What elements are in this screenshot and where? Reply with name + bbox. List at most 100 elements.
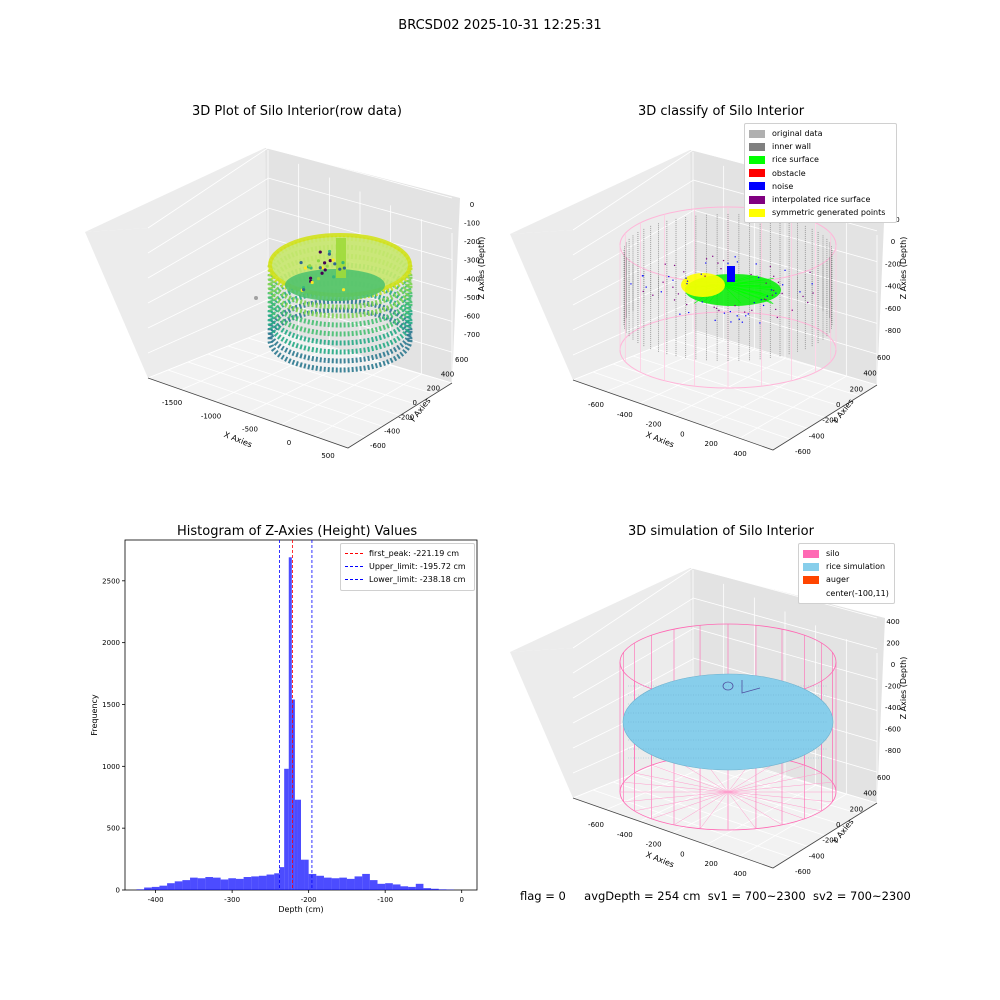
grid-line xyxy=(572,301,694,356)
left-pane xyxy=(510,648,573,798)
scatter-point xyxy=(303,266,308,270)
grid-line xyxy=(147,329,269,379)
y-tick-label: 200 xyxy=(427,385,440,393)
scatter-point xyxy=(332,275,336,279)
grid-line xyxy=(572,597,694,674)
scatter-point xyxy=(718,309,720,312)
z-tick-label: -400 xyxy=(464,275,480,283)
x-tick-label: -400 xyxy=(617,411,633,419)
histogram-bar xyxy=(274,873,280,890)
silo-floor-spoke xyxy=(699,791,729,829)
scatter-point xyxy=(672,279,674,281)
legend-item: rice surface xyxy=(749,153,891,166)
z-tick-label: -500 xyxy=(464,294,480,302)
scatter-point xyxy=(745,315,747,317)
histogram-bar xyxy=(279,867,285,890)
legend-swatch xyxy=(803,549,819,558)
scatter-point xyxy=(668,275,670,278)
legend-item: interpolated rice surface xyxy=(749,193,891,206)
rice-surface-ray xyxy=(722,284,775,289)
scatter-point xyxy=(705,258,708,260)
scatter-point xyxy=(327,249,332,254)
scatter-point xyxy=(777,281,780,284)
figure-title: BRCSD02 2025-10-31 12:25:31 xyxy=(398,18,602,33)
scatter-point xyxy=(341,261,345,265)
scatter-point xyxy=(717,262,719,264)
scatter-point xyxy=(750,273,752,276)
grid-line xyxy=(147,299,269,354)
x-axis-label: X Axies xyxy=(645,430,676,449)
histogram-legend: first_peak: -221.19 cm Upper_limit: -195… xyxy=(340,543,475,591)
scatter-point xyxy=(341,288,346,292)
z-tick-label: 0 xyxy=(470,201,474,209)
scatter-point xyxy=(751,309,753,311)
y-tick-label: -600 xyxy=(370,442,386,450)
z-tick-label: -600 xyxy=(464,312,480,320)
avg-depth-text: avgDepth = 254 cm xyxy=(584,889,701,903)
grid-line xyxy=(147,208,269,279)
legend-swatch xyxy=(803,562,819,571)
x-tick-label: -500 xyxy=(242,426,258,434)
scatter-point xyxy=(713,306,715,308)
z-tick-label: -200 xyxy=(464,238,480,246)
scatter-point xyxy=(765,282,767,284)
histogram-bar xyxy=(190,877,198,890)
scatter-point xyxy=(738,318,740,321)
histogram-bar xyxy=(291,699,295,890)
scatter-point xyxy=(673,264,676,267)
scatter-point xyxy=(328,259,332,263)
x-tick-label: 0 xyxy=(680,430,684,438)
x-tick-label: 0 xyxy=(459,896,463,904)
axis-line xyxy=(572,797,878,869)
histogram-bar xyxy=(235,878,244,890)
histogram-bar xyxy=(243,877,252,890)
scatter-point xyxy=(741,321,744,323)
legend-swatch xyxy=(749,155,765,164)
rice-surface-ray xyxy=(722,275,758,286)
silo-floor-spoke xyxy=(651,764,729,793)
legend-item: auger xyxy=(803,573,889,586)
scatter-point xyxy=(730,321,732,323)
z-tick-label: -800 xyxy=(885,747,901,755)
scatter-point xyxy=(771,294,774,296)
legend-line xyxy=(345,553,363,555)
legend-swatch xyxy=(803,575,819,584)
grid-line xyxy=(267,327,453,384)
scatter-point xyxy=(333,262,337,266)
grid-line xyxy=(147,147,269,229)
histogram-bar xyxy=(423,888,432,890)
scatter-point xyxy=(720,268,722,270)
legend-swatch xyxy=(749,129,765,138)
scatter-point xyxy=(775,292,777,294)
scatter-point xyxy=(781,284,784,286)
histogram-bar xyxy=(316,875,324,890)
scatter-point xyxy=(802,295,804,298)
scatter-point xyxy=(630,283,632,285)
scatter-point xyxy=(769,265,772,268)
histogram-bar xyxy=(431,888,439,890)
y-tick-label: 200 xyxy=(850,805,863,813)
back-pane xyxy=(510,150,693,380)
legend-item: silo xyxy=(803,547,889,560)
legend-label: rice simulation xyxy=(826,562,886,572)
grid-line xyxy=(692,567,878,619)
grid-line xyxy=(267,147,453,199)
scatter-point xyxy=(775,308,777,311)
scatter-point xyxy=(781,292,783,295)
scatter-point xyxy=(688,311,690,314)
x-axis-label: X Axies xyxy=(645,850,676,869)
scatter-point xyxy=(672,286,674,288)
x-tick-label: 400 xyxy=(733,870,746,878)
z-tick-label: -200 xyxy=(885,683,901,691)
scatter-point xyxy=(712,255,714,258)
silo-floor-spoke xyxy=(673,791,729,826)
legend-label: center(-100,11) xyxy=(826,588,889,598)
wall-point-ring xyxy=(267,307,413,373)
scatter-point xyxy=(685,277,687,279)
scatter-point xyxy=(700,273,702,275)
scatter-point xyxy=(677,293,680,295)
x-tick-label: -200 xyxy=(646,421,662,429)
y-tick-label: 2500 xyxy=(102,577,120,585)
z-tick-label: -600 xyxy=(885,726,901,734)
y-tick-label: 400 xyxy=(863,790,876,798)
